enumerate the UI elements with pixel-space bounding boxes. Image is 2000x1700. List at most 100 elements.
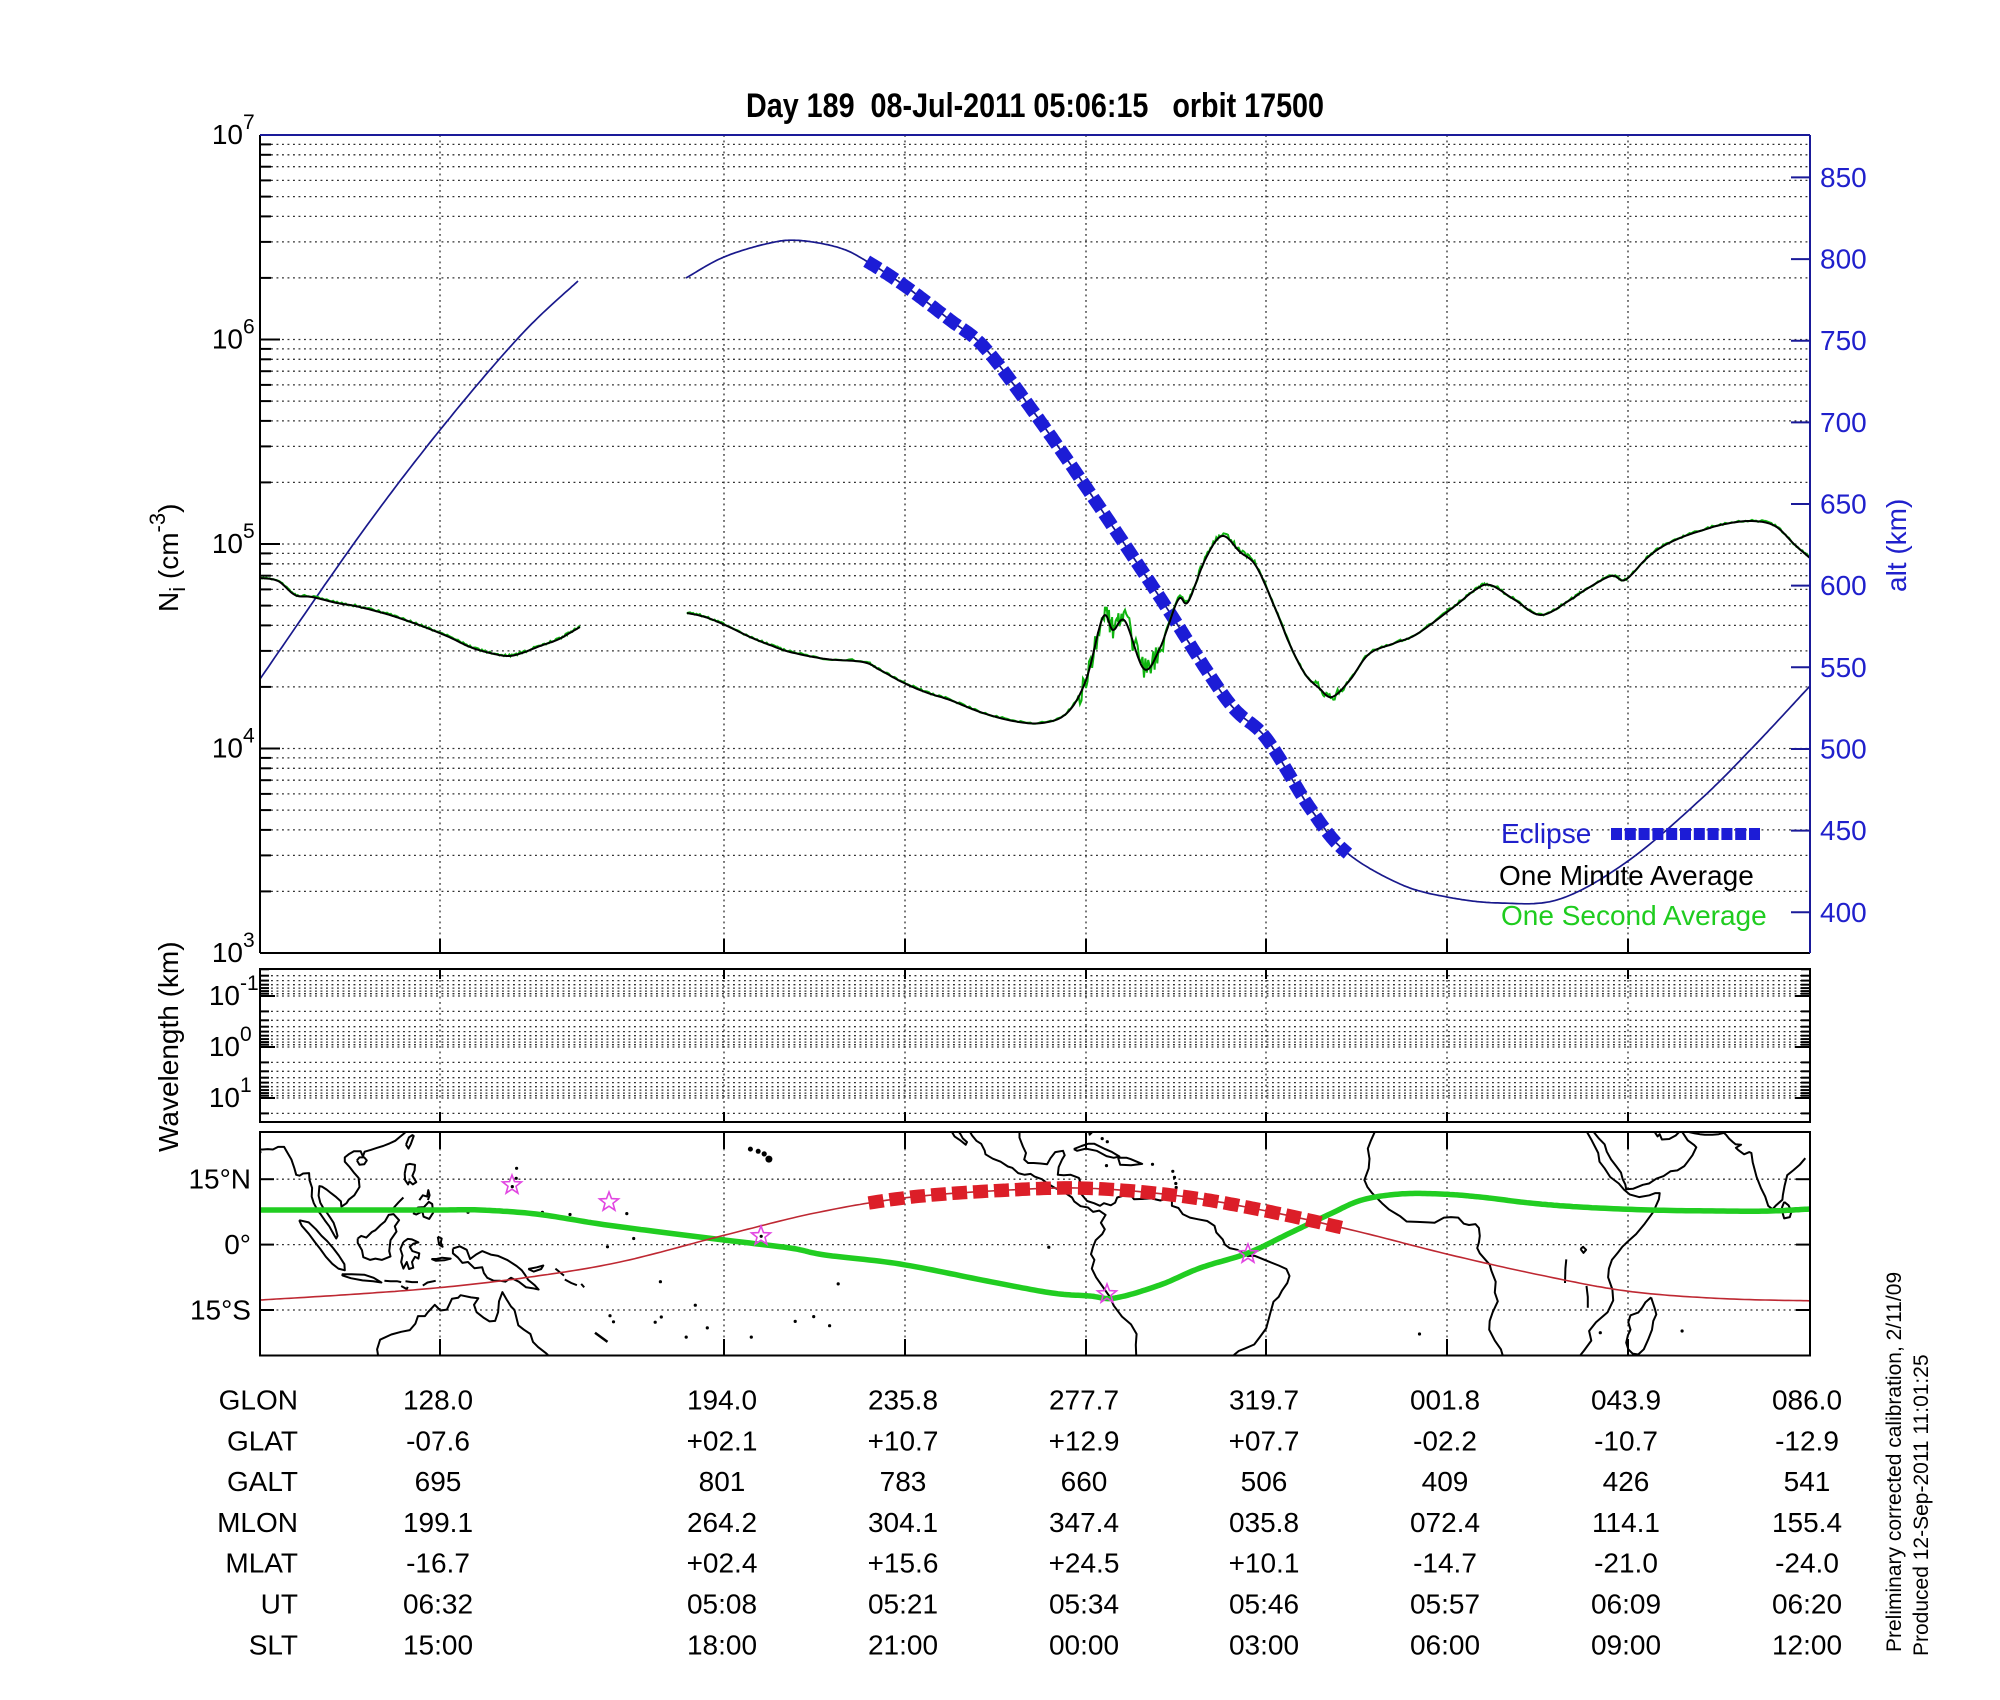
svg-text:114.1: 114.1 xyxy=(1592,1507,1660,1538)
svg-text:801: 801 xyxy=(699,1466,746,1497)
svg-text:UT: UT xyxy=(261,1589,298,1620)
svg-text:-07.6: -07.6 xyxy=(406,1425,470,1456)
svg-text:5: 5 xyxy=(243,520,255,543)
svg-text:001.8: 001.8 xyxy=(1410,1385,1480,1416)
svg-text:MLAT: MLAT xyxy=(225,1548,298,1579)
svg-text:06:09: 06:09 xyxy=(1591,1589,1661,1620)
svg-text:086.0: 086.0 xyxy=(1772,1385,1842,1416)
svg-text:600: 600 xyxy=(1820,570,1867,601)
svg-text:-16.7: -16.7 xyxy=(406,1548,470,1579)
svg-text:06:20: 06:20 xyxy=(1772,1589,1842,1620)
svg-text:660: 660 xyxy=(1061,1466,1108,1497)
svg-text:+24.5: +24.5 xyxy=(1049,1548,1120,1579)
svg-text:-10.7: -10.7 xyxy=(1594,1425,1658,1456)
svg-text:319.7: 319.7 xyxy=(1229,1385,1299,1416)
svg-text:235.8: 235.8 xyxy=(868,1385,938,1416)
svg-text:850: 850 xyxy=(1820,162,1867,193)
svg-text:155.4: 155.4 xyxy=(1772,1507,1842,1538)
svg-text:10: 10 xyxy=(212,119,243,150)
svg-text:264.2: 264.2 xyxy=(687,1507,757,1538)
svg-text:650: 650 xyxy=(1820,489,1867,520)
svg-text:783: 783 xyxy=(880,1466,927,1497)
svg-text:695: 695 xyxy=(415,1466,462,1497)
svg-text:10: 10 xyxy=(212,937,243,968)
svg-text:10: 10 xyxy=(209,1082,240,1113)
svg-text:+07.7: +07.7 xyxy=(1229,1425,1300,1456)
svg-text:7: 7 xyxy=(243,111,255,134)
svg-text:304.1: 304.1 xyxy=(868,1507,938,1538)
svg-text:18:00: 18:00 xyxy=(687,1629,757,1660)
svg-text:-24.0: -24.0 xyxy=(1775,1548,1839,1579)
svg-text:409: 409 xyxy=(1422,1466,1469,1497)
svg-text:347.4: 347.4 xyxy=(1049,1507,1119,1538)
svg-text:-21.0: -21.0 xyxy=(1594,1548,1658,1579)
svg-text:MLON: MLON xyxy=(217,1507,298,1538)
svg-text:400: 400 xyxy=(1820,897,1867,928)
svg-text:194.0: 194.0 xyxy=(687,1385,757,1416)
svg-text:05:21: 05:21 xyxy=(868,1589,938,1620)
svg-text:GLAT: GLAT xyxy=(227,1425,298,1456)
svg-text:541: 541 xyxy=(1784,1466,1831,1497)
svg-text:6: 6 xyxy=(243,316,255,339)
svg-text:05:46: 05:46 xyxy=(1229,1589,1299,1620)
svg-text:450: 450 xyxy=(1820,815,1867,846)
svg-text:4: 4 xyxy=(243,725,255,748)
svg-text:SLT: SLT xyxy=(249,1629,298,1660)
svg-text:-14.7: -14.7 xyxy=(1413,1548,1477,1579)
svg-text:-02.2: -02.2 xyxy=(1413,1425,1477,1456)
svg-text:035.8: 035.8 xyxy=(1229,1507,1299,1538)
svg-text:05:34: 05:34 xyxy=(1049,1589,1119,1620)
svg-text:800: 800 xyxy=(1820,244,1867,275)
svg-text:One Second Average: One Second Average xyxy=(1501,900,1767,931)
svg-text:+02.1: +02.1 xyxy=(687,1425,758,1456)
svg-text:3: 3 xyxy=(243,929,255,952)
svg-text:alt (km): alt (km) xyxy=(1881,499,1912,592)
svg-text:043.9: 043.9 xyxy=(1591,1385,1661,1416)
svg-text:+15.6: +15.6 xyxy=(868,1548,939,1579)
svg-text:Ni (cm-3): Ni (cm-3) xyxy=(145,504,190,612)
svg-text:05:57: 05:57 xyxy=(1410,1589,1480,1620)
svg-text:10: 10 xyxy=(209,1031,240,1062)
svg-text:426: 426 xyxy=(1603,1466,1650,1497)
svg-text:128.0: 128.0 xyxy=(403,1385,473,1416)
svg-text:506: 506 xyxy=(1241,1466,1288,1497)
svg-text:Day 189 08-Jul-2011 05:06:15: Day 189 08-Jul-2011 05:06:15 orbit 17500 xyxy=(746,87,1324,125)
svg-text:15:00: 15:00 xyxy=(403,1629,473,1660)
svg-text:072.4: 072.4 xyxy=(1410,1507,1480,1538)
svg-text:15°S: 15°S xyxy=(190,1295,251,1326)
svg-text:One Minute Average: One Minute Average xyxy=(1499,860,1754,891)
svg-text:277.7: 277.7 xyxy=(1049,1385,1119,1416)
svg-text:09:00: 09:00 xyxy=(1591,1629,1661,1660)
svg-text:-1: -1 xyxy=(240,972,259,995)
svg-text:10: 10 xyxy=(212,528,243,559)
svg-text:Preliminary corrected calibrat: Preliminary corrected calibration, 2/11/… xyxy=(1883,1272,1906,1652)
svg-text:00:00: 00:00 xyxy=(1049,1629,1119,1660)
svg-text:0: 0 xyxy=(240,1023,252,1046)
svg-text:Produced 12-Sep-2011 11:01:25: Produced 12-Sep-2011 11:01:25 xyxy=(1910,1354,1933,1656)
svg-text:+02.4: +02.4 xyxy=(687,1548,758,1579)
svg-text:15°N: 15°N xyxy=(188,1164,251,1195)
svg-text:199.1: 199.1 xyxy=(403,1507,473,1538)
svg-text:GLON: GLON xyxy=(219,1385,298,1416)
svg-text:1: 1 xyxy=(240,1074,252,1097)
svg-text:+12.9: +12.9 xyxy=(1049,1425,1120,1456)
svg-text:550: 550 xyxy=(1820,652,1867,683)
svg-text:21:00: 21:00 xyxy=(868,1629,938,1660)
svg-text:06:32: 06:32 xyxy=(403,1589,473,1620)
svg-text:700: 700 xyxy=(1820,407,1867,438)
svg-text:GALT: GALT xyxy=(227,1466,298,1497)
svg-text:-12.9: -12.9 xyxy=(1775,1425,1839,1456)
svg-text:+10.7: +10.7 xyxy=(868,1425,939,1456)
svg-text:06:00: 06:00 xyxy=(1410,1629,1480,1660)
svg-text:10: 10 xyxy=(209,980,240,1011)
svg-text:0°: 0° xyxy=(224,1229,251,1260)
svg-text:750: 750 xyxy=(1820,325,1867,356)
svg-text:03:00: 03:00 xyxy=(1229,1629,1299,1660)
svg-text:05:08: 05:08 xyxy=(687,1589,757,1620)
svg-text:Eclipse: Eclipse xyxy=(1501,818,1591,849)
svg-text:500: 500 xyxy=(1820,734,1867,765)
svg-text:Wavelength (km): Wavelength (km) xyxy=(153,941,184,1152)
svg-text:10: 10 xyxy=(212,733,243,764)
svg-text:10: 10 xyxy=(212,324,243,355)
svg-text:+10.1: +10.1 xyxy=(1229,1548,1300,1579)
